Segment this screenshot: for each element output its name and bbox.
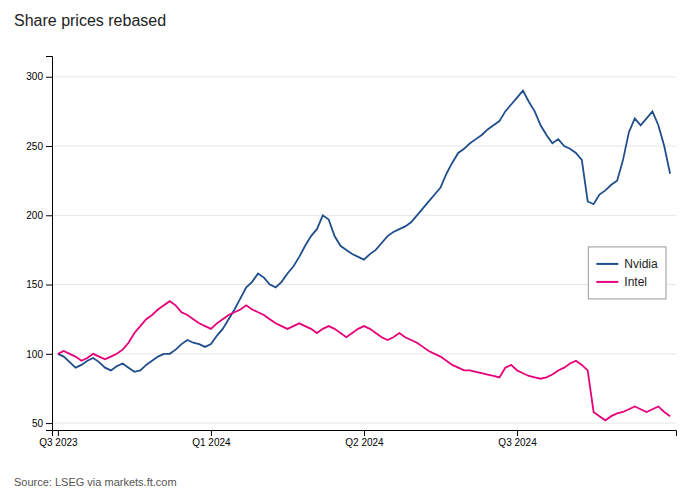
x-tick-label: Q3 2023 — [39, 437, 78, 448]
legend-label: Nvidia — [624, 257, 658, 271]
series-line — [58, 91, 670, 372]
title: Share prices rebased — [14, 12, 166, 29]
x-tick: Q3 2023 — [39, 430, 78, 448]
x-tick-mark — [364, 430, 365, 436]
y-tick: 100 — [26, 349, 52, 360]
y-tick: 50 — [32, 418, 52, 429]
x-tick-mark — [517, 430, 518, 436]
legend-item: Nvidia — [596, 257, 658, 271]
legend-item: Intel — [596, 275, 647, 289]
chart: 50100150200250300Q3 2023Q1 2024Q2 2024Q3… — [0, 0, 700, 500]
x-axis: Q3 2023 Q1 2024 Q2 2024 Q3 2024 — [39, 430, 676, 448]
y-tick-label: 150 — [26, 279, 43, 290]
legend: Nvidia Intel — [588, 247, 666, 299]
legend-swatch — [596, 281, 618, 283]
y-tick: 150 — [26, 279, 52, 290]
annotation: Source: LSEG via markets.ft.com — [14, 476, 177, 488]
y-tick: 200 — [26, 210, 52, 221]
grid-line — [52, 76, 676, 77]
y-tick-label: 50 — [32, 418, 44, 429]
series-line — [58, 301, 670, 420]
grid-line — [52, 215, 676, 216]
x-tick: Q1 2024 — [192, 430, 231, 448]
grid — [52, 77, 676, 423]
y-axis: 50 100 150 200 250 300 — [26, 57, 52, 431]
x-tick-label: Q3 2024 — [498, 437, 537, 448]
legend-label: Intel — [624, 275, 647, 289]
y-tick-mark — [46, 285, 52, 286]
y-tick-mark — [46, 215, 52, 216]
x-tick: Q2 2024 — [345, 430, 384, 448]
y-tick-label: 250 — [26, 141, 43, 152]
y-tick: 300 — [26, 71, 52, 82]
plot-area — [58, 91, 670, 421]
legend-swatch — [596, 263, 618, 265]
y-tick-mark — [46, 146, 52, 147]
y-tick: 250 — [26, 141, 52, 152]
grid-line — [52, 423, 676, 424]
grid-line — [52, 353, 676, 354]
y-axis-line — [46, 57, 53, 431]
x-tick: Q3 2024 — [498, 430, 537, 448]
x-tick-label: Q2 2024 — [345, 437, 384, 448]
legend-box — [588, 247, 666, 299]
grid-line — [52, 284, 676, 285]
x-tick-mark — [58, 430, 59, 436]
y-tick-mark — [46, 423, 52, 424]
y-tick-label: 300 — [26, 71, 43, 82]
y-tick-label: 200 — [26, 210, 43, 221]
x-tick-label: Q1 2024 — [192, 437, 231, 448]
y-tick-label: 100 — [26, 349, 43, 360]
y-tick-mark — [46, 354, 52, 355]
x-axis-line — [53, 431, 677, 437]
grid-line — [52, 146, 676, 147]
x-tick-mark — [211, 430, 212, 436]
y-tick-mark — [46, 77, 52, 78]
